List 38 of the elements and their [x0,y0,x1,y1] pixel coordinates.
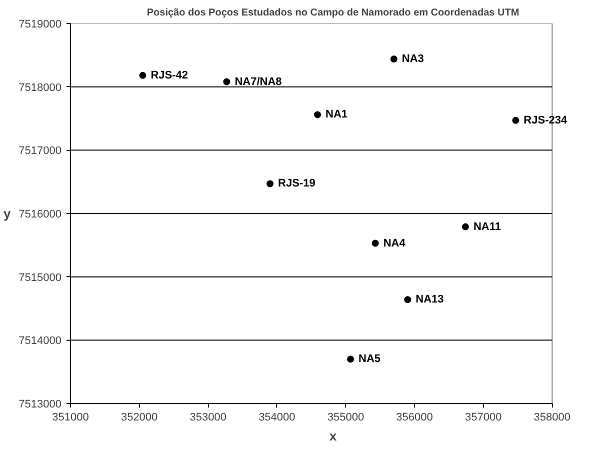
x-tick-label: 357000 [464,412,502,424]
point [404,296,412,304]
x-tick-label: 356000 [396,412,433,424]
point [372,240,379,247]
y-tick-label: 7514000 [18,335,62,348]
x-tick-label: 354000 [258,412,296,424]
point [347,356,354,363]
point [266,180,274,188]
annotation: NA5 [358,353,381,366]
x-tick-label: 358000 [534,412,571,424]
chart-title: Posição dos Poços Estudados no Campo de Namorado em Coordenadas UTM [146,8,520,18]
x-tick-label: 352000 [120,412,158,424]
x-tick-label: 355000 [327,412,364,424]
annotation: RJS-42 [150,69,188,82]
point [462,223,469,230]
annotation: NA13 [416,294,444,306]
annotation: NA4 [383,237,406,250]
point [512,116,520,124]
y-tick-label: 7513000 [18,398,62,410]
point [390,55,398,62]
x-axis-title: x [329,428,338,444]
y-tick-label: 7518000 [18,82,62,94]
y-axis-title: y [3,206,12,221]
annotation: NA1 [326,108,348,121]
annotation: NA7/NA8 [234,76,282,88]
annotation: NA11 [473,220,501,233]
x-tick-label: 351000 [52,412,89,424]
y-tick-label: 7517000 [18,145,62,158]
y-tick-label: 7515000 [18,272,62,284]
annotation: NA3 [402,52,424,65]
point [223,78,230,86]
x-tick-label: 353000 [190,412,226,424]
y-tick-label: 7516000 [18,208,62,220]
annotation: RJS-234 [524,114,568,126]
point [139,72,146,79]
point [314,111,322,118]
y-tick-label: 7519000 [18,18,62,30]
annotation: RJS-19 [278,178,316,190]
